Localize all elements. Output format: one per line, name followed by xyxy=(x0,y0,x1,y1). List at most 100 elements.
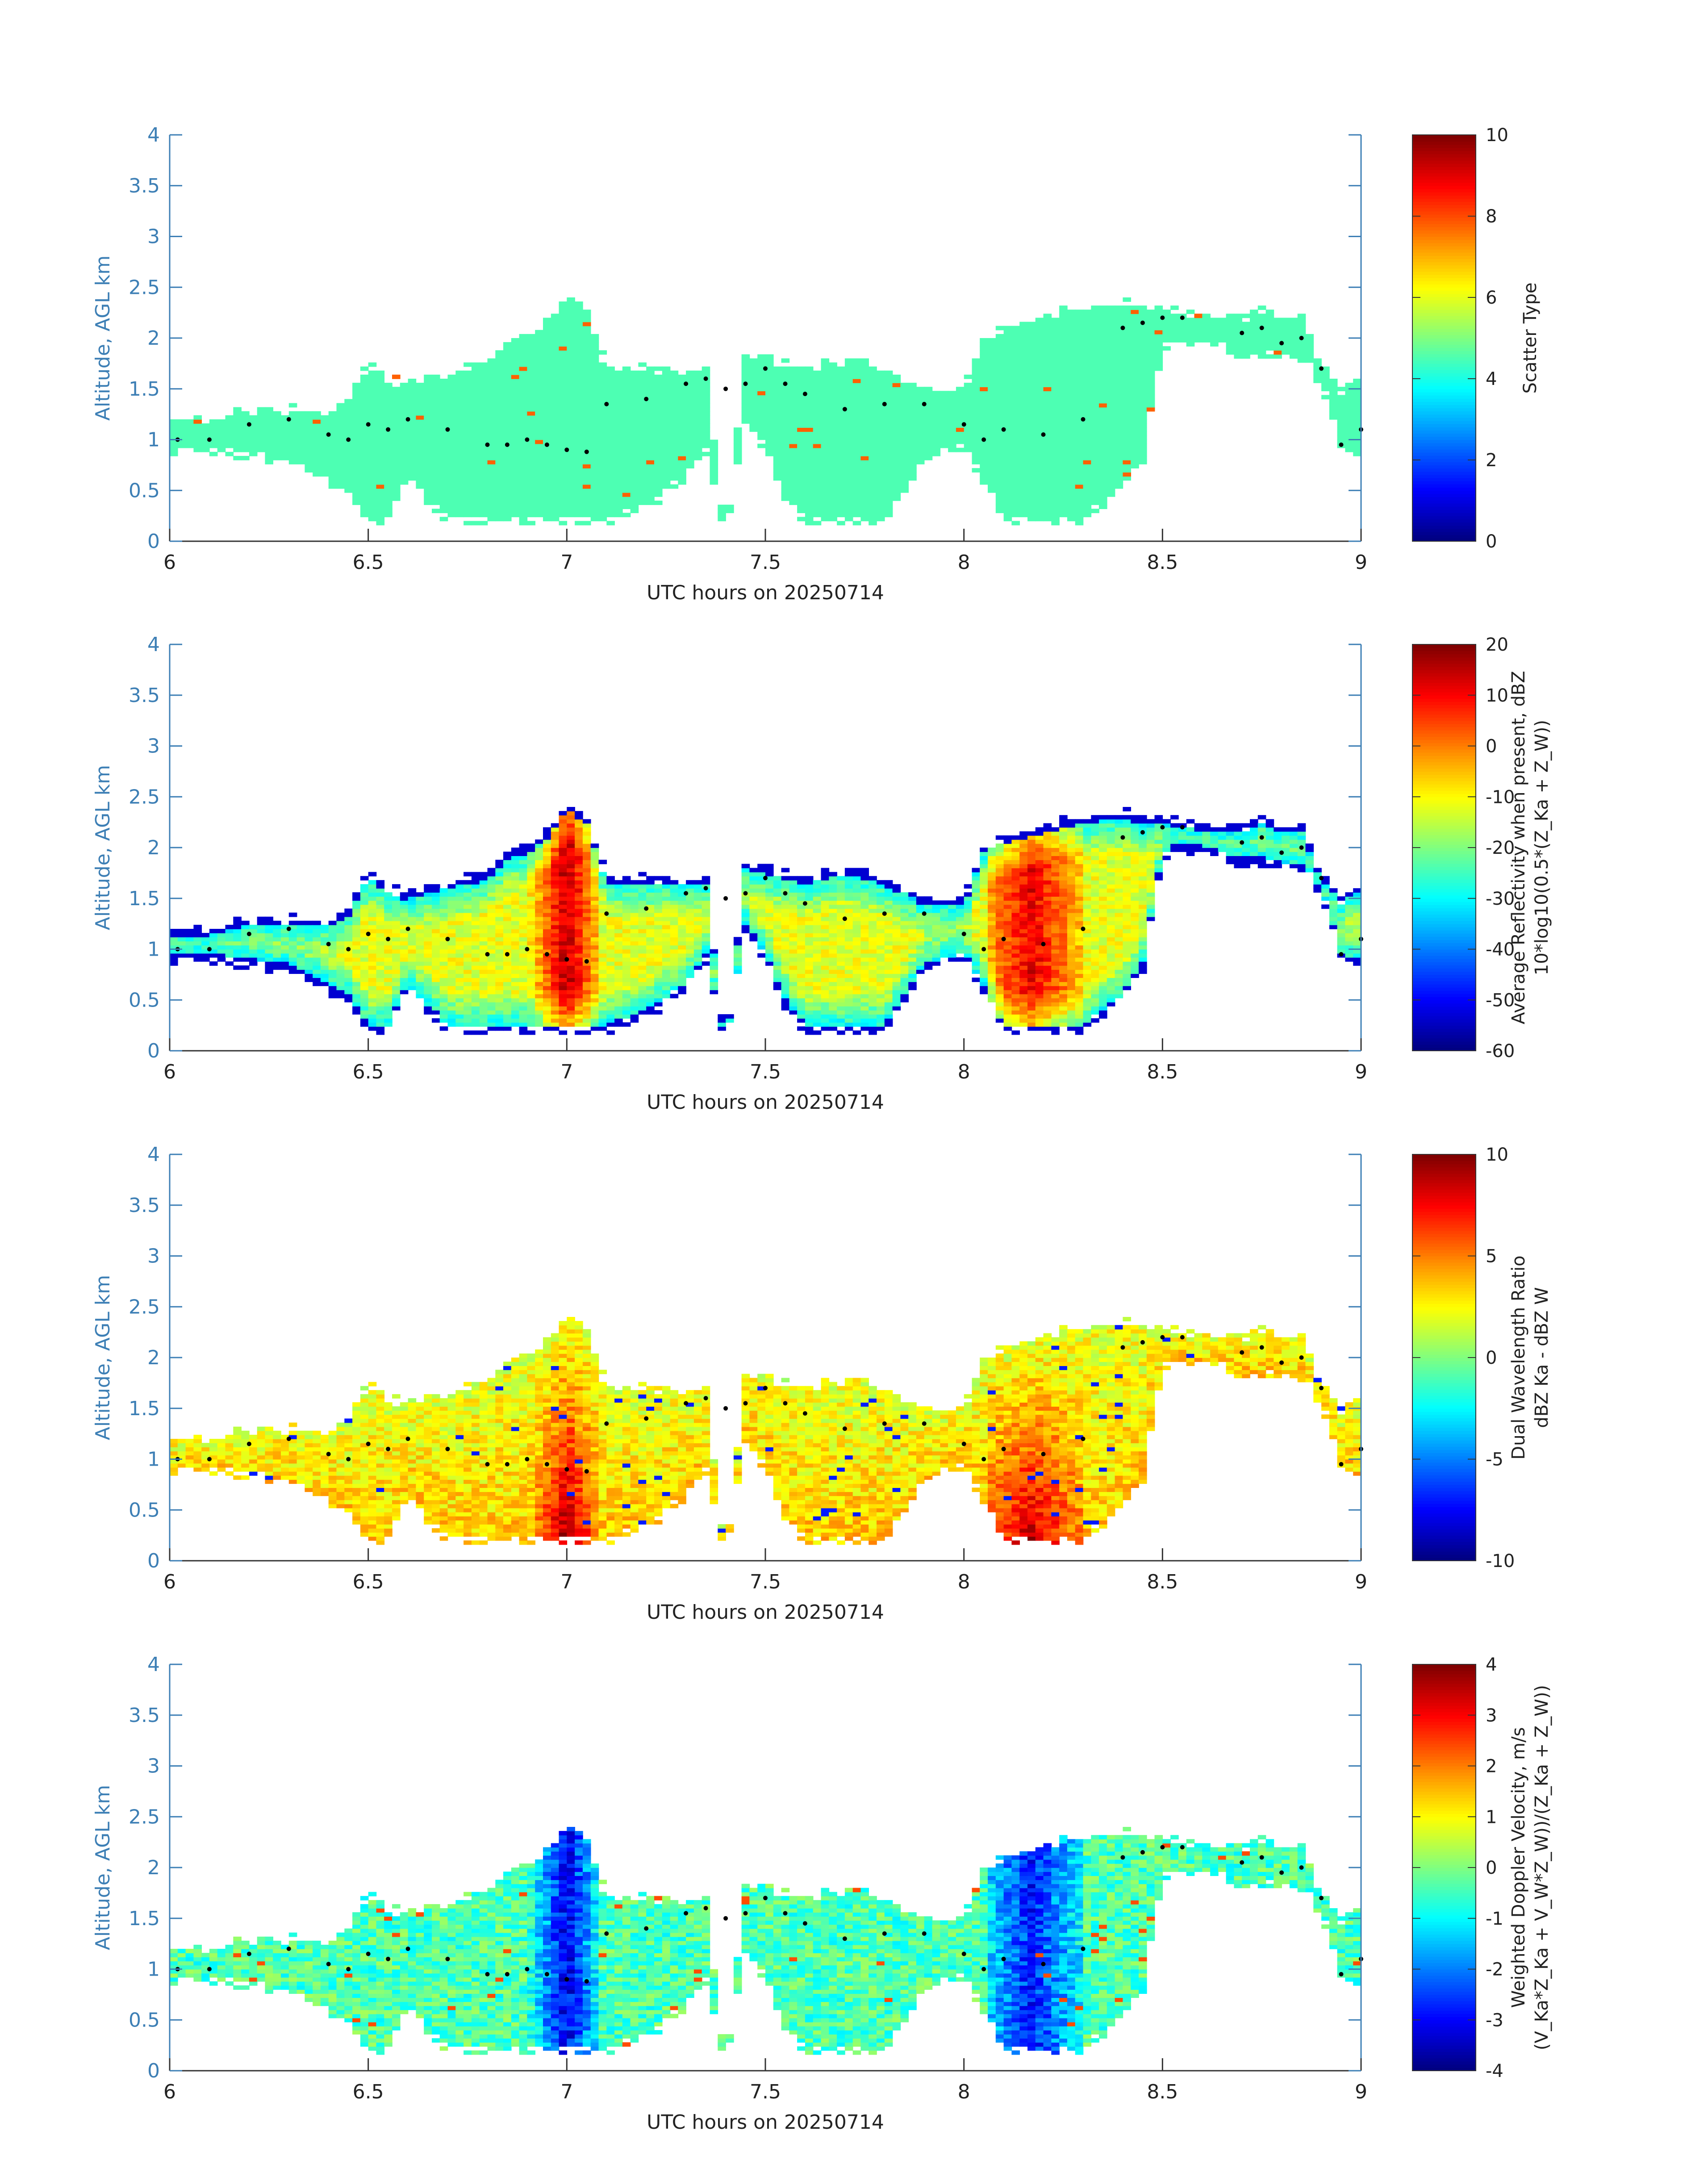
cloud-base-dot xyxy=(1279,341,1284,345)
x-tick-label: 9 xyxy=(1355,1061,1367,1083)
colorbar-tick-label: 5 xyxy=(1486,1246,1497,1267)
cloud-base-dot xyxy=(1319,1896,1324,1900)
cloud-base-dot xyxy=(406,927,410,931)
cloud-base-dot xyxy=(1180,1845,1185,1850)
cloud-base-dot xyxy=(1140,321,1145,325)
cloud-base-dot xyxy=(981,1457,986,1462)
cloud-base-dot xyxy=(1240,1350,1244,1355)
cloud-base-dot xyxy=(1160,1845,1165,1850)
cloud-base-dot xyxy=(843,1936,847,1941)
cloud-base-dot xyxy=(743,1401,748,1405)
x-tick-label: 6 xyxy=(163,1571,176,1593)
colorbar-tick-label: -2 xyxy=(1486,1960,1503,1980)
y-tick-label: 0.5 xyxy=(129,1499,160,1521)
colorbar-tick-label: 3 xyxy=(1486,1705,1497,1726)
y-tick-label: 3 xyxy=(147,226,160,248)
cloud-base-dot xyxy=(346,438,351,442)
y-tick-label: 4 xyxy=(147,633,160,656)
x-tick-label: 8 xyxy=(958,2081,970,2103)
x-tick-label: 8 xyxy=(958,1571,970,1593)
cloud-base-dot xyxy=(1041,1452,1046,1456)
cloud-base-dot xyxy=(505,1972,509,1976)
colorbar-tick-label: 6 xyxy=(1486,288,1497,308)
cloud-base-dot xyxy=(1140,1340,1145,1345)
cloud-base-dot xyxy=(564,1977,569,1981)
cloud-base-dot xyxy=(1240,840,1244,845)
cloud-base-dot xyxy=(1081,927,1086,931)
cloud-base-dot xyxy=(366,1951,371,1956)
cloud-base-dot xyxy=(247,422,251,426)
x-tick-label: 8.5 xyxy=(1147,1061,1178,1083)
y-tick-label: 1.5 xyxy=(129,1907,160,1930)
x-axis-label: UTC hours on 20250714 xyxy=(647,1091,884,1114)
cloud-base-dot xyxy=(704,1906,708,1910)
cloud-base-dot xyxy=(922,1421,927,1426)
y-tick-label: 3 xyxy=(147,1755,160,1778)
cloud-base-dot xyxy=(386,937,390,941)
colorbar-tick-label: 0 xyxy=(1486,531,1497,552)
x-tick-label: 9 xyxy=(1355,551,1367,574)
colorbar-tick-label: -1 xyxy=(1486,1909,1503,1929)
cloud-base-dot xyxy=(684,381,688,386)
x-tick-label: 7.5 xyxy=(750,1061,781,1083)
x-axis-label: UTC hours on 20250714 xyxy=(647,2111,884,2134)
cloud-base-dot xyxy=(763,366,768,371)
cloud-base-dot xyxy=(1319,1386,1324,1390)
y-tick-label: 0 xyxy=(147,1040,160,1062)
x-tick-label: 7 xyxy=(560,551,573,574)
y-tick-label: 2 xyxy=(147,1346,160,1369)
cloud-base-dot xyxy=(962,932,966,936)
cloud-base-dot xyxy=(446,937,450,941)
cloud-base-dot xyxy=(386,1447,390,1451)
cloud-base-dot xyxy=(1339,1972,1344,1976)
cloud-base-dot xyxy=(346,947,351,952)
cloud-base-dot xyxy=(1120,1345,1125,1350)
cloud-base-dot xyxy=(763,876,768,880)
cloud-base-dot xyxy=(1180,825,1185,830)
cloud-base-dot xyxy=(585,450,589,454)
x-tick-label: 6.5 xyxy=(353,1061,384,1083)
y-axis-label: Altitude, AGL km xyxy=(92,765,114,930)
cloud-base-dot xyxy=(505,1462,509,1467)
cloud-base-dot xyxy=(962,1442,966,1446)
y-tick-label: 1 xyxy=(147,429,160,451)
cloud-base-dot xyxy=(505,952,509,957)
cloud-base-dot xyxy=(247,932,251,936)
y-tick-label: 4 xyxy=(147,1653,160,1676)
cloud-base-dot xyxy=(1120,835,1125,840)
cloud-base-dot xyxy=(1279,850,1284,855)
y-tick-label: 3.5 xyxy=(129,175,160,197)
cloud-base-dot xyxy=(406,1947,410,1951)
colorbar-label: dBZ Ka - dBZ W xyxy=(1532,1287,1552,1428)
cloud-base-dot xyxy=(207,1967,212,1972)
y-tick-label: 3.5 xyxy=(129,1194,160,1217)
cloud-base-dot xyxy=(207,438,212,442)
cloud-base-dot xyxy=(585,959,589,964)
cloud-base-dot xyxy=(962,1951,966,1956)
y-tick-label: 0 xyxy=(147,530,160,553)
x-tick-label: 6.5 xyxy=(353,2081,384,2103)
cloud-base-dot xyxy=(545,1462,549,1467)
y-tick-label: 2.5 xyxy=(129,1805,160,1828)
cloud-base-dot xyxy=(1002,937,1006,941)
heatmap-cells xyxy=(170,1317,1361,1545)
cloud-base-dot xyxy=(485,1972,490,1976)
cloud-base-dot xyxy=(1260,1345,1264,1350)
colorbar-label: Scatter Type xyxy=(1520,283,1541,394)
cloud-base-dot xyxy=(1279,1870,1284,1875)
x-axis-label: UTC hours on 20250714 xyxy=(647,1601,884,1624)
cloud-base-dot xyxy=(346,1967,351,1972)
cloud-base-dot xyxy=(684,1401,688,1405)
cloud-base-dot xyxy=(564,957,569,961)
cloud-base-dot xyxy=(525,947,529,952)
cloud-base-dot xyxy=(604,1421,609,1426)
cloud-base-dot xyxy=(922,911,927,916)
cloud-base-dot xyxy=(803,1411,807,1416)
y-tick-label: 2.5 xyxy=(129,786,160,808)
cloud-base-dot xyxy=(326,942,331,946)
cloud-base-dot xyxy=(803,1921,807,1926)
